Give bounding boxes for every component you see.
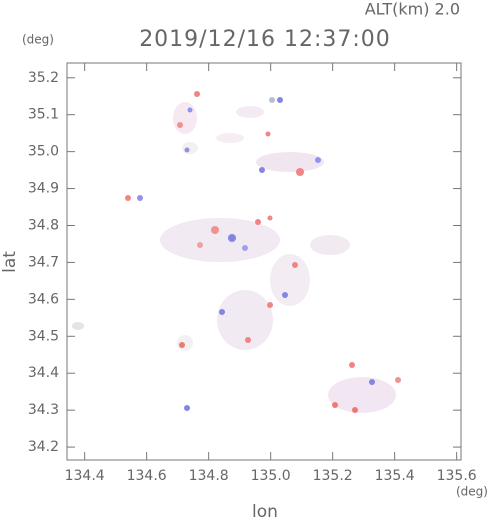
y-tick-label: 34.8 [28,217,59,233]
plot-frame [66,62,462,461]
y-tick-label: 34.4 [28,365,59,381]
y-axis-label: lat [0,251,20,273]
x-unit: (deg) [456,485,488,499]
y-tick-label: 34.5 [28,328,59,344]
y-tick-label: 34.6 [28,291,59,307]
y-tick-label: 35.1 [28,107,59,123]
echoes [72,91,401,413]
x-axis-label: lon [252,502,278,521]
y-tick-label: 34.3 [28,402,59,418]
y-unit: (deg) [22,33,54,47]
y-tick-label: 35.0 [28,144,59,160]
x-tick-label: 135.4 [375,468,415,484]
y-tick-label: 35.2 [28,70,59,86]
x-tick-label: 135.0 [251,468,291,484]
x-tick-label: 134.4 [65,468,105,484]
y-tick-label: 34.2 [28,439,59,455]
y-tick-label: 34.7 [28,254,59,270]
chart-title: 2019/12/16 12:37:00 [139,27,391,52]
altitude: ALT(km) 2.0 [365,0,460,19]
x-tick-label: 134.8 [189,468,229,484]
x-tick-label: 134.6 [127,468,167,484]
y-tick-label: 34.9 [28,181,59,197]
x-tick-label: 135.6 [437,468,477,484]
x-tick-label: 135.2 [313,468,353,484]
